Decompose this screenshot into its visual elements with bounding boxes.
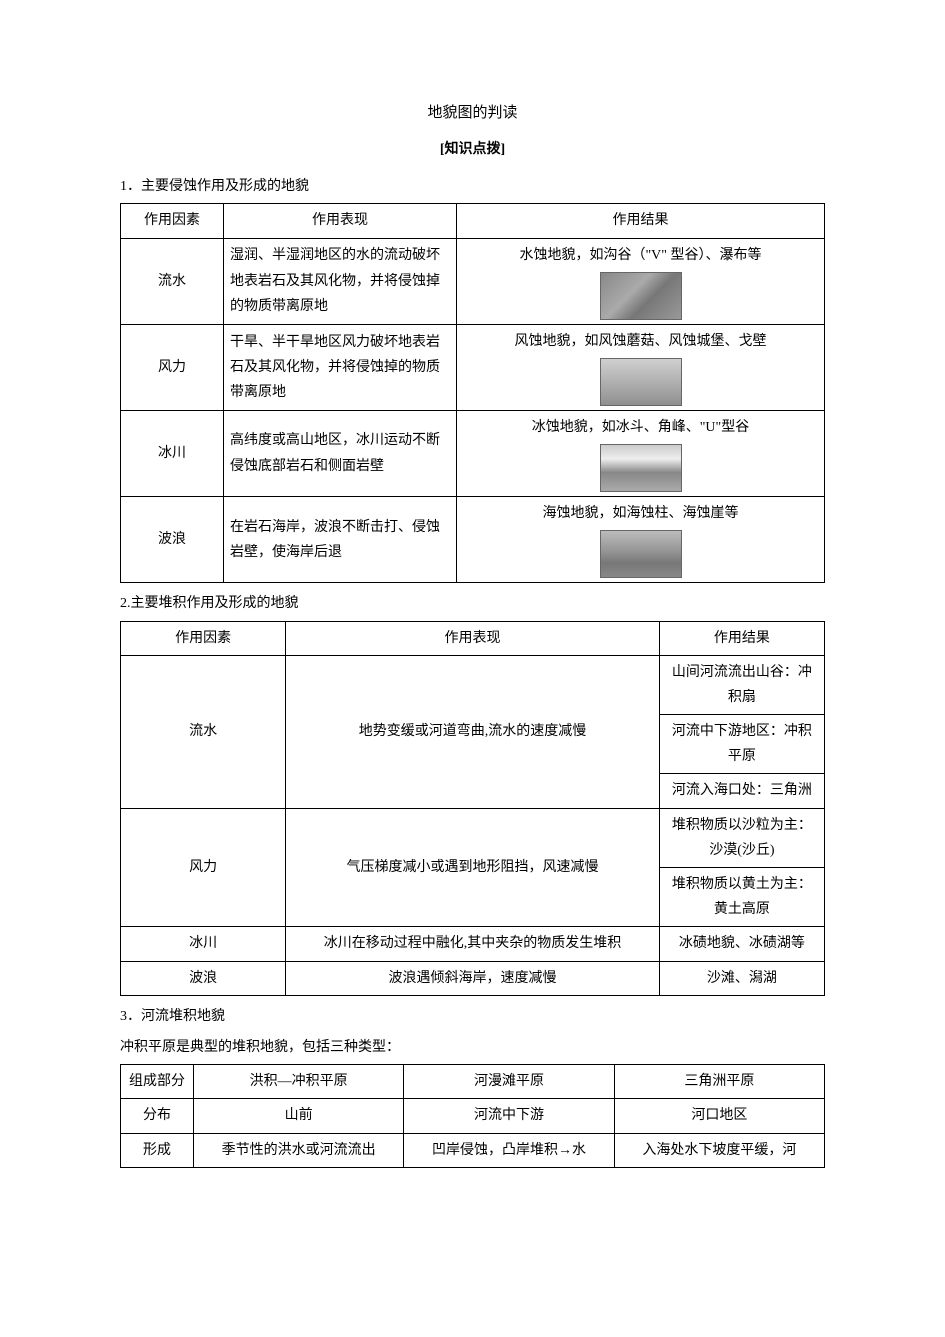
result-cell: 河流入海口处：三角洲 [659, 774, 824, 808]
table-row: 冰川 冰川在移动过程中融化,其中夹杂的物质发生堆积 冰碛地貌、冰碛湖等 [121, 927, 825, 961]
result-cell: 水蚀地貌，如沟谷（"V" 型谷）、瀑布等 [457, 238, 825, 324]
factor-cell: 风力 [121, 324, 224, 410]
table-row: 流水 湿润、半湿润地区的水的流动破坏地表岩石及其风化物，并将侵蚀掉的物质带离原地… [121, 238, 825, 324]
result-cell: 河流中下游地区：冲积平原 [659, 715, 824, 774]
cell: 入海处水下坡度平缓，河 [614, 1133, 824, 1167]
result-cell: 风蚀地貌，如风蚀蘑菇、风蚀城堡、戈壁 [457, 324, 825, 410]
mushroom-rock-image [600, 358, 682, 406]
section2-label: 2.主要堆积作用及形成的地貌 [120, 591, 825, 616]
table-row: 冰川 高纬度或高山地区，冰川运动不断侵蚀底部岩石和侧面岩壁 冰蚀地貌，如冰斗、角… [121, 410, 825, 496]
erosion-table: 作用因素 作用表现 作用结果 流水 湿润、半湿润地区的水的流动破坏地表岩石及其风… [120, 203, 825, 583]
table-row: 分布 山前 河流中下游 河口地区 [121, 1099, 825, 1133]
page-title: 地貌图的判读 [120, 100, 825, 127]
cell: 山前 [194, 1099, 404, 1133]
sea-stack-image [600, 530, 682, 578]
row-label-fenbu: 分布 [121, 1099, 194, 1133]
col-component: 组成部分 [121, 1065, 194, 1099]
factor-cell: 风力 [121, 808, 286, 927]
result-cell: 海蚀地貌，如海蚀柱、海蚀崖等 [457, 497, 825, 583]
cell: 河流中下游 [404, 1099, 614, 1133]
result-text: 水蚀地貌，如沟谷（"V" 型谷）、瀑布等 [463, 243, 818, 268]
table-row: 波浪 在岩石海岸，波浪不断击打、侵蚀岩壁，使海岸后退 海蚀地貌，如海蚀柱、海蚀崖… [121, 497, 825, 583]
result-cell: 沙滩、潟湖 [659, 961, 824, 995]
glacier-mountain-image [600, 444, 682, 492]
col-factor: 作用因素 [121, 204, 224, 238]
river-deposition-table: 组成部分 洪积—冲积平原 河漫滩平原 三角洲平原 分布 山前 河流中下游 河口地… [120, 1064, 825, 1168]
behavior-cell: 气压梯度减小或遇到地形阻挡，风速减慢 [286, 808, 660, 927]
col-hongji: 洪积—冲积平原 [194, 1065, 404, 1099]
section1-label: 1．主要侵蚀作用及形成的地貌 [120, 174, 825, 199]
row-label-xingcheng: 形成 [121, 1133, 194, 1167]
factor-cell: 流水 [121, 238, 224, 324]
result-cell: 堆积物质以黄土为主：黄土高原 [659, 868, 824, 927]
factor-cell: 波浪 [121, 497, 224, 583]
table-row: 风力 干旱、半干旱地区风力破坏地表岩石及其风化物，并将侵蚀掉的物质带离原地 风蚀… [121, 324, 825, 410]
table-row: 形成 季节性的洪水或河流流出 凹岸侵蚀，凸岸堆积→水 入海处水下坡度平缓，河 [121, 1133, 825, 1167]
col-result: 作用结果 [457, 204, 825, 238]
factor-cell: 流水 [121, 655, 286, 808]
result-text: 海蚀地貌，如海蚀柱、海蚀崖等 [463, 501, 818, 526]
section3-intro: 冲积平原是典型的堆积地貌，包括三种类型： [120, 1035, 825, 1060]
table-row: 波浪 波浪遇倾斜海岸，速度减慢 沙滩、潟湖 [121, 961, 825, 995]
table-row: 流水 地势变缓或河道弯曲,流水的速度减慢 山间河流流出山谷：冲积扇 [121, 655, 825, 714]
factor-cell: 波浪 [121, 961, 286, 995]
behavior-cell: 在岩石海岸，波浪不断击打、侵蚀岩壁，使海岸后退 [224, 497, 457, 583]
behavior-cell: 高纬度或高山地区，冰川运动不断侵蚀底部岩石和侧面岩壁 [224, 410, 457, 496]
page-subtitle: [知识点拨] [120, 137, 825, 162]
result-cell: 山间河流流出山谷：冲积扇 [659, 655, 824, 714]
col-result: 作用结果 [659, 621, 824, 655]
cell: 季节性的洪水或河流流出 [194, 1133, 404, 1167]
behavior-cell: 波浪遇倾斜海岸，速度减慢 [286, 961, 660, 995]
cell: 凹岸侵蚀，凸岸堆积→水 [404, 1133, 614, 1167]
col-sanjiaozhou: 三角洲平原 [614, 1065, 824, 1099]
result-cell: 堆积物质以沙粒为主：沙漠(沙丘) [659, 808, 824, 867]
factor-cell: 冰川 [121, 410, 224, 496]
table-header-row: 作用因素 作用表现 作用结果 [121, 621, 825, 655]
table-row: 风力 气压梯度减小或遇到地形阻挡，风速减慢 堆积物质以沙粒为主：沙漠(沙丘) [121, 808, 825, 867]
behavior-cell: 干旱、半干旱地区风力破坏地表岩石及其风化物，并将侵蚀掉的物质带离原地 [224, 324, 457, 410]
col-behavior: 作用表现 [224, 204, 457, 238]
deposition-table: 作用因素 作用表现 作用结果 流水 地势变缓或河道弯曲,流水的速度减慢 山间河流… [120, 621, 825, 996]
factor-cell: 冰川 [121, 927, 286, 961]
section3-label: 3．河流堆积地貌 [120, 1004, 825, 1029]
table-header-row: 组成部分 洪积—冲积平原 河漫滩平原 三角洲平原 [121, 1065, 825, 1099]
result-text: 风蚀地貌，如风蚀蘑菇、风蚀城堡、戈壁 [463, 329, 818, 354]
cell: 河口地区 [614, 1099, 824, 1133]
col-heman: 河漫滩平原 [404, 1065, 614, 1099]
waterfall-image [600, 272, 682, 320]
result-cell: 冰碛地貌、冰碛湖等 [659, 927, 824, 961]
behavior-cell: 冰川在移动过程中融化,其中夹杂的物质发生堆积 [286, 927, 660, 961]
result-cell: 冰蚀地貌，如冰斗、角峰、"U"型谷 [457, 410, 825, 496]
col-factor: 作用因素 [121, 621, 286, 655]
table-header-row: 作用因素 作用表现 作用结果 [121, 204, 825, 238]
col-behavior: 作用表现 [286, 621, 660, 655]
behavior-cell: 湿润、半湿润地区的水的流动破坏地表岩石及其风化物，并将侵蚀掉的物质带离原地 [224, 238, 457, 324]
behavior-cell: 地势变缓或河道弯曲,流水的速度减慢 [286, 655, 660, 808]
result-text: 冰蚀地貌，如冰斗、角峰、"U"型谷 [463, 415, 818, 440]
